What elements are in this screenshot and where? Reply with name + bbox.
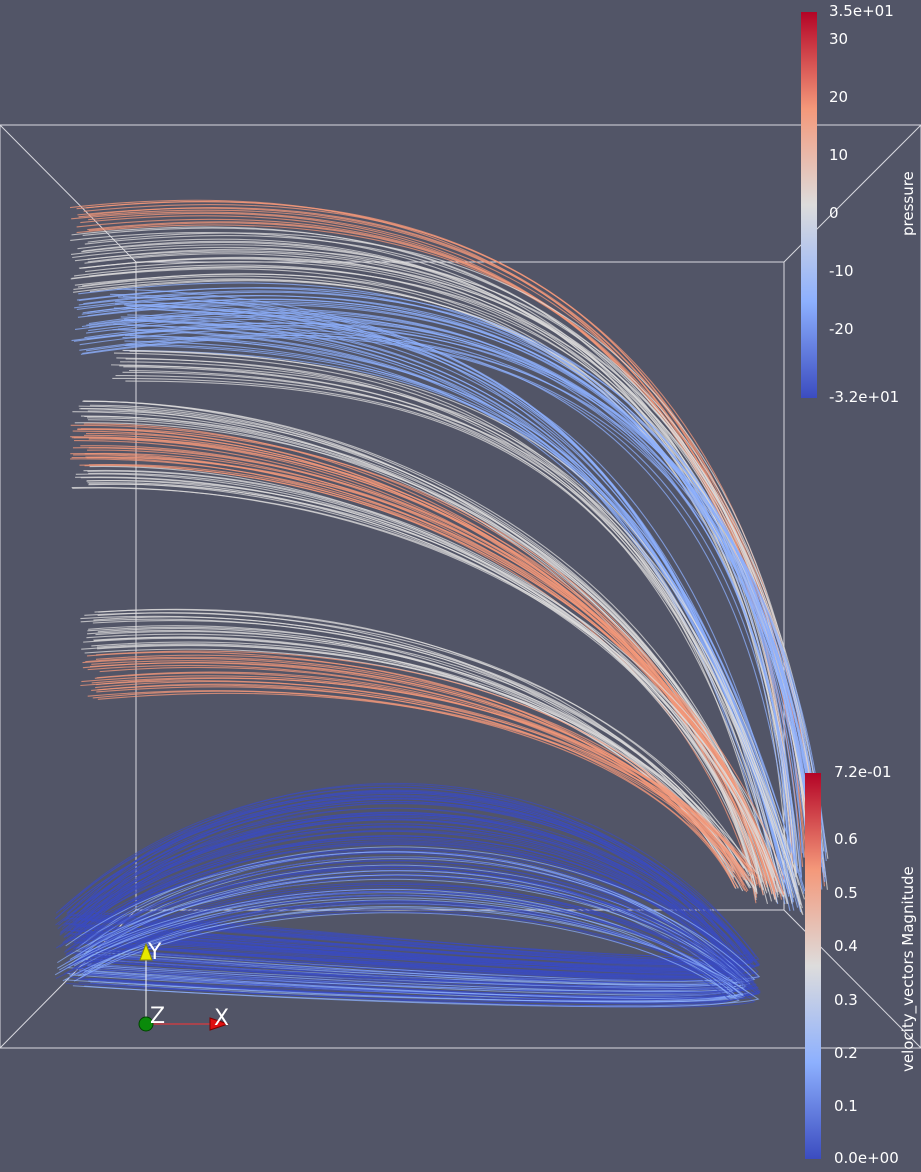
streamline	[72, 246, 825, 852]
streamlines	[54, 199, 829, 1008]
streamline	[78, 291, 803, 854]
streamline	[87, 322, 823, 858]
streamline	[96, 671, 746, 874]
streamline	[129, 350, 793, 904]
streamline	[88, 625, 754, 879]
streamline	[65, 844, 745, 977]
y-axis-cone	[139, 942, 153, 961]
streamline	[78, 209, 818, 886]
streamline	[89, 265, 818, 886]
outline-front-face	[0, 124, 921, 1049]
streamline	[125, 380, 804, 916]
streamline	[74, 314, 822, 860]
streamline	[75, 473, 784, 876]
streamline	[86, 480, 763, 877]
z-axis-sphere	[138, 1016, 154, 1032]
streamline	[112, 377, 785, 898]
pressure-tick-label: 30	[829, 30, 849, 48]
pressure-tick-label: -10	[829, 262, 854, 280]
velocity-tick-label: 0.5	[834, 884, 858, 902]
streamline	[123, 366, 799, 895]
velocity-tick-label: 0.6	[834, 830, 858, 848]
streamline	[97, 683, 749, 869]
streamline	[59, 888, 748, 997]
streamline	[84, 612, 752, 871]
streamline	[118, 296, 806, 892]
streamline	[84, 322, 827, 853]
streamline	[81, 300, 803, 878]
streamline	[116, 357, 789, 905]
velocity-tick-label: 0.3	[834, 991, 858, 1009]
streamline	[70, 268, 792, 851]
velocity-colorbar	[805, 773, 821, 1159]
streamline	[82, 227, 795, 887]
streamline	[91, 677, 756, 874]
streamline	[120, 361, 803, 914]
pressure-max-label: 3.5e+01	[829, 2, 894, 20]
velocity-colorbar-title: velocity_vectors Magnitude	[899, 866, 917, 1072]
velocity-max-label: 7.2e-01	[834, 763, 892, 781]
streamline	[97, 645, 746, 869]
streamline	[55, 815, 752, 970]
x-axis-cone	[209, 1017, 230, 1031]
streamline	[80, 615, 748, 884]
pressure-tick-label: 0	[829, 204, 839, 222]
streamline	[83, 290, 823, 890]
streamline	[122, 371, 803, 909]
streamline	[111, 364, 779, 893]
streamline	[80, 336, 792, 854]
streamline	[97, 692, 751, 883]
streamline	[77, 304, 796, 859]
streamline	[55, 911, 755, 1004]
streamline	[71, 486, 776, 900]
streamline	[92, 690, 736, 888]
velocity-tick-label: 0.1	[834, 1097, 858, 1115]
streamline	[82, 273, 797, 878]
z-axis-label: Z	[150, 1004, 166, 1029]
orientation-axes	[138, 942, 230, 1032]
streamline	[87, 302, 789, 856]
streamline	[62, 907, 760, 1007]
streamline	[71, 831, 740, 974]
streamline	[96, 686, 746, 891]
streamline	[88, 316, 821, 877]
streamline	[113, 352, 777, 903]
pressure-tick-label: 20	[829, 88, 849, 106]
streamline	[67, 790, 753, 960]
streamline	[94, 609, 748, 873]
streamline	[126, 305, 797, 894]
velocity-min-label: 0.0e+00	[834, 1149, 899, 1167]
streamline	[73, 912, 740, 1008]
velocity-tick-label: 0.2	[834, 1044, 858, 1062]
streamline	[84, 465, 757, 896]
streamline	[85, 334, 815, 868]
streamline	[80, 680, 734, 872]
streamline	[80, 906, 744, 1002]
streamline	[73, 798, 758, 966]
streamline	[87, 690, 751, 871]
streamline	[125, 335, 797, 889]
streamline	[82, 657, 736, 889]
streamline	[87, 470, 775, 878]
streamline	[80, 872, 757, 991]
velocity-tick-label: 0.4	[834, 937, 858, 955]
y-axis-label: Y	[148, 940, 162, 965]
streamline	[115, 374, 800, 886]
streamline	[79, 332, 817, 866]
pressure-tick-label: -20	[829, 320, 854, 338]
streamline	[81, 846, 761, 982]
streamline	[78, 900, 745, 1004]
pressure-colorbar	[801, 12, 817, 398]
streamline	[83, 637, 745, 869]
pressure-colorbar-title: pressure	[899, 171, 917, 236]
streamline	[70, 458, 783, 900]
streamline	[78, 286, 816, 873]
x-axis-label: X	[214, 1006, 230, 1031]
streamline	[71, 437, 776, 893]
pressure-min-label: -3.2e+01	[829, 388, 900, 406]
pressure-tick-label: 10	[829, 146, 849, 164]
streamline	[96, 650, 745, 881]
